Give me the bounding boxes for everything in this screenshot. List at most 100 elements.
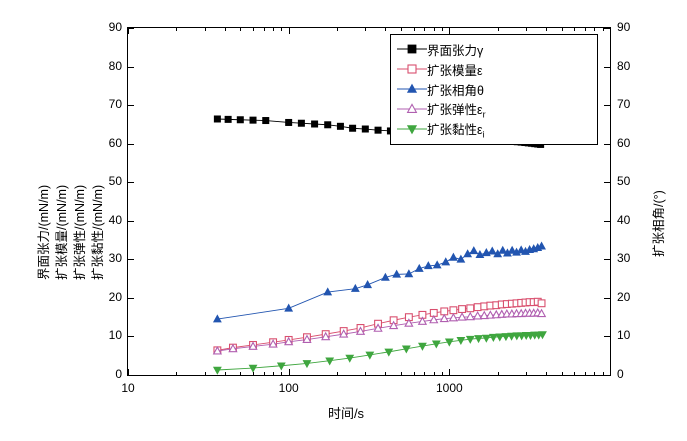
axis-tick (413, 28, 415, 31)
axis-tick-label: 10 (617, 328, 631, 343)
data-point (336, 122, 344, 130)
data-point (384, 348, 394, 357)
data-point (417, 316, 428, 325)
data-point (276, 362, 286, 371)
data-point (439, 313, 449, 323)
data-point (507, 245, 517, 254)
axis-tick-label: 60 (108, 135, 122, 150)
data-point (473, 303, 482, 312)
data-point (485, 310, 496, 319)
y-axis-left-title-line: 界面张力/(mN/m) (37, 184, 51, 280)
axis-tick (497, 28, 499, 31)
axis-tick (449, 28, 451, 34)
data-point (323, 287, 333, 296)
data-point (224, 115, 232, 123)
data-point (463, 249, 473, 258)
data-point (248, 341, 258, 350)
legend-marker-icon (397, 122, 427, 136)
data-point (537, 241, 546, 250)
data-point (401, 345, 411, 354)
data-point (481, 334, 491, 343)
axis-tick (128, 259, 134, 261)
data-point (465, 311, 475, 321)
data-point (474, 335, 483, 344)
axis-tick (365, 28, 367, 31)
data-point (432, 260, 442, 269)
axis-tick (273, 372, 275, 375)
data-point (507, 332, 516, 341)
axis-tick (604, 28, 610, 29)
axis-tick (385, 372, 387, 375)
data-point (406, 125, 418, 135)
legend-item: 界面张力γ (397, 39, 591, 59)
axis-tick (424, 372, 426, 375)
data-point (297, 119, 305, 127)
data-point (407, 64, 417, 74)
axis-tick (546, 372, 548, 375)
axis-tick (604, 105, 610, 107)
data-point (475, 249, 485, 258)
axis-tick (574, 28, 576, 31)
data-point (284, 303, 294, 312)
axis-tick (128, 182, 134, 184)
axis-tick (128, 297, 134, 299)
axis-tick-label: 40 (617, 212, 631, 227)
data-point (516, 245, 526, 254)
data-point (236, 116, 244, 124)
axis-tick (128, 105, 134, 107)
legend-label: 扩张相角θ (427, 83, 484, 98)
axis-tick-label: 90 (108, 20, 122, 34)
axis-tick (585, 28, 587, 31)
axis-tick-label: 70 (108, 97, 122, 112)
axis-tick-label: 0 (617, 367, 624, 381)
y-axis-right-title: 扩张相角/(°) (652, 189, 666, 257)
data-point (404, 318, 414, 327)
data-point (388, 320, 399, 330)
axis-tick-label: 70 (617, 97, 631, 112)
axis-tick-label: 0 (115, 367, 122, 381)
axis-tick (604, 143, 610, 145)
data-point (431, 340, 441, 349)
axis-tick (176, 28, 178, 31)
data-point (350, 283, 360, 292)
data-point (479, 310, 489, 320)
axis-tick (337, 372, 339, 375)
axis-tick (365, 372, 367, 375)
series-open-triangle-up (212, 307, 547, 355)
axis-tick-label: 10 (108, 328, 122, 343)
data-point (465, 335, 475, 344)
legend-label: 界面张力γ (427, 43, 484, 58)
axis-tick (604, 220, 610, 222)
series-filled-triangle-up (212, 241, 546, 323)
data-point (355, 326, 366, 335)
data-point (302, 334, 312, 343)
axis-tick (610, 28, 611, 34)
axis-tick (288, 369, 290, 375)
axis-tick (561, 372, 563, 375)
axis-tick (224, 372, 226, 375)
data-point (456, 337, 466, 346)
y-axis-left-title-line: 扩张黏性/(mN/m) (91, 184, 105, 280)
axis-tick (602, 28, 604, 31)
legend-label-subscript: i (482, 129, 485, 140)
axis-tick (281, 372, 283, 375)
axis-tick (433, 28, 435, 31)
data-point (262, 117, 270, 125)
axis-tick (604, 259, 610, 261)
axis-tick (281, 28, 283, 31)
data-point (268, 339, 278, 348)
axis-tick (128, 369, 129, 375)
axis-tick-label: 10 (121, 381, 135, 395)
axis-tick-label: 30 (108, 251, 122, 266)
axis-tick (604, 297, 610, 299)
data-point (212, 366, 222, 375)
axis-tick (602, 372, 604, 375)
data-point (212, 314, 222, 323)
axis-tick (128, 66, 134, 68)
axis-tick (574, 372, 576, 375)
data-point (472, 310, 483, 320)
data-point (324, 121, 332, 129)
axis-tick-label: 20 (617, 289, 631, 304)
data-point (283, 336, 294, 346)
